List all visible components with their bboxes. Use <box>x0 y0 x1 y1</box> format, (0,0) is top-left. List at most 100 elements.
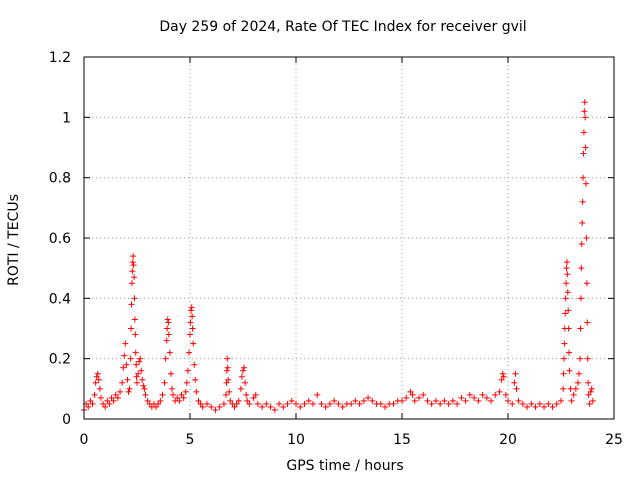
data-point <box>577 355 584 362</box>
data-point <box>360 397 367 404</box>
data-point <box>240 367 246 374</box>
data-point <box>496 388 503 395</box>
data-point <box>108 394 115 401</box>
data-point <box>195 397 202 404</box>
data-point <box>93 373 100 380</box>
data-point <box>241 364 248 371</box>
data-point <box>122 340 129 347</box>
data-point <box>106 400 113 407</box>
data-point <box>568 397 575 404</box>
data-point <box>124 376 131 383</box>
data-point <box>140 382 147 389</box>
data-point <box>178 391 185 398</box>
data-point <box>584 355 591 362</box>
data-point <box>174 394 181 401</box>
data-point <box>356 400 363 407</box>
data-point <box>502 391 509 398</box>
data-point <box>567 385 574 392</box>
data-point <box>483 394 490 401</box>
data-point <box>322 403 329 410</box>
data-point <box>164 325 171 332</box>
grid-lines <box>84 57 614 419</box>
data-points <box>81 99 596 413</box>
data-point <box>235 397 242 404</box>
data-point <box>424 397 431 404</box>
data-point <box>120 364 127 371</box>
data-point <box>176 397 183 404</box>
data-point <box>578 241 585 248</box>
data-point <box>129 259 136 266</box>
x-tick-label: 5 <box>186 432 195 448</box>
data-point <box>579 198 586 205</box>
data-point <box>131 295 138 302</box>
data-point <box>377 400 384 407</box>
data-point <box>133 361 140 368</box>
data-point <box>563 280 570 287</box>
data-point <box>399 397 405 404</box>
data-point <box>110 397 117 404</box>
y-tick-label: 0.8 <box>49 171 71 187</box>
data-point <box>441 397 448 404</box>
data-point <box>97 394 104 401</box>
data-point <box>114 394 121 401</box>
data-point <box>583 280 590 287</box>
y-tick-label: 0.2 <box>49 352 71 368</box>
data-point <box>199 403 206 410</box>
data-point <box>580 150 587 157</box>
data-point <box>479 391 486 398</box>
data-point <box>191 361 198 368</box>
data-point <box>212 406 219 413</box>
data-point <box>458 394 465 401</box>
data-point <box>134 379 140 386</box>
data-point <box>297 403 304 410</box>
data-point <box>128 325 135 332</box>
data-point <box>498 376 505 383</box>
data-point <box>125 388 132 395</box>
data-point <box>100 400 107 407</box>
data-point <box>197 400 204 407</box>
data-point <box>246 400 253 407</box>
data-point <box>466 391 473 398</box>
data-point <box>549 403 556 410</box>
data-point <box>163 337 170 344</box>
axis-ticks <box>83 56 615 420</box>
data-point <box>170 391 177 398</box>
data-point <box>157 397 164 404</box>
data-point <box>223 367 230 374</box>
data-point <box>119 379 126 386</box>
data-point <box>545 400 552 407</box>
data-point <box>574 379 581 386</box>
data-point <box>242 379 249 386</box>
data-point <box>352 397 359 404</box>
data-point <box>515 397 522 404</box>
data-point <box>532 403 539 410</box>
data-point <box>155 400 162 407</box>
data-point <box>583 235 590 241</box>
data-point <box>462 397 469 404</box>
data-point <box>126 385 133 392</box>
data-point <box>231 403 238 410</box>
data-point <box>309 400 316 407</box>
data-point <box>276 400 283 407</box>
data-point <box>254 400 261 407</box>
data-point <box>165 331 172 338</box>
data-point <box>577 295 584 302</box>
x-tick-label: 25 <box>605 432 623 448</box>
data-point <box>244 397 251 404</box>
data-point <box>128 280 135 287</box>
data-point <box>182 388 189 395</box>
data-point <box>130 253 137 260</box>
data-point <box>92 379 99 386</box>
data-point <box>335 400 342 407</box>
data-point <box>583 180 590 187</box>
data-point <box>250 394 257 401</box>
data-point <box>409 391 416 398</box>
y-tick-label: 0 <box>62 412 71 428</box>
data-point <box>102 403 109 410</box>
data-point <box>180 394 187 401</box>
data-point <box>130 262 137 269</box>
data-point <box>216 403 223 410</box>
data-point <box>139 376 146 383</box>
data-point <box>403 394 410 401</box>
data-point <box>153 403 160 410</box>
